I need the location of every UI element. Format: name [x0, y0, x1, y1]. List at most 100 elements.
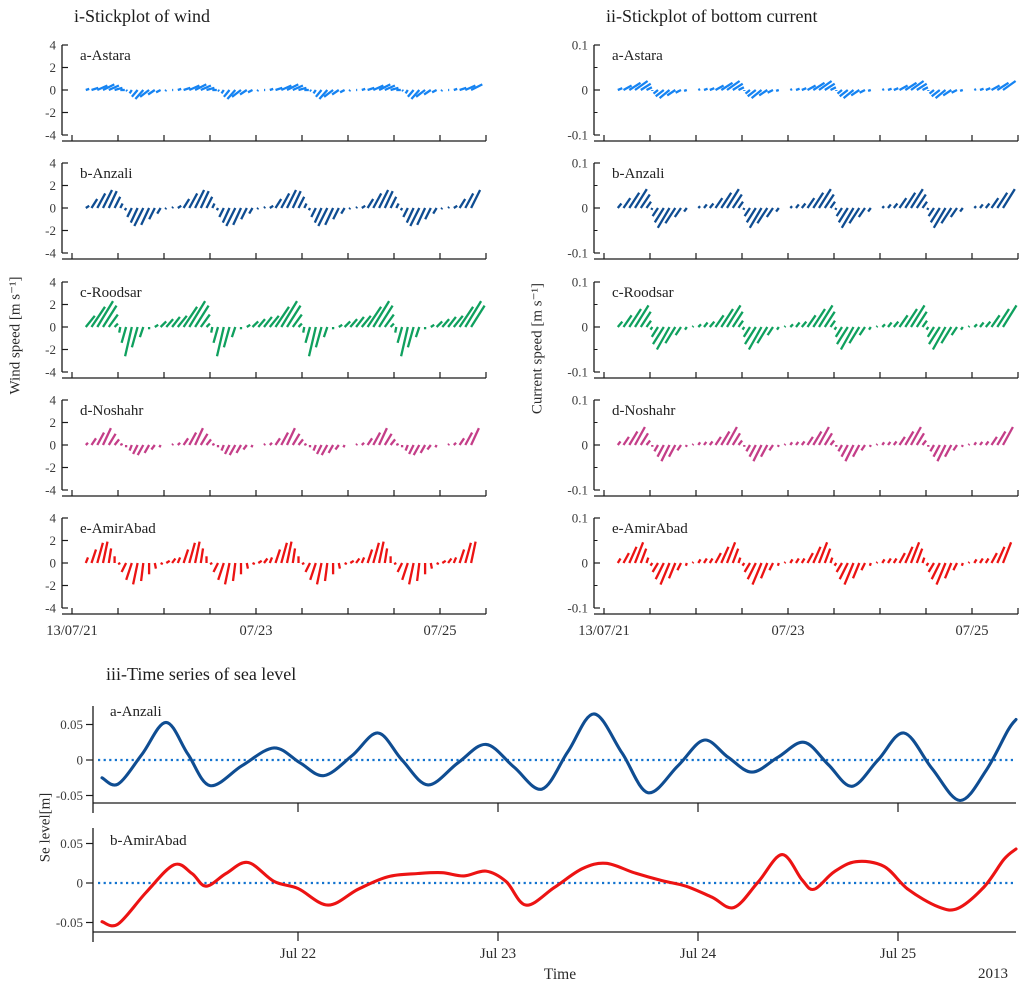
current-panel-label-d-noshahr: d-Noshahr	[612, 403, 675, 419]
current-sticks-a-astara	[617, 80, 1017, 99]
wind-sticks-b-anzali	[85, 189, 482, 227]
y-tick-label: 0.05	[60, 836, 83, 851]
wind-section: 4 2 0 -2 -4 a-Astara 4 2 0 -2 -4 b-Anzali 4 2 0 -2 -4 c-R…	[45, 38, 487, 639]
y-tick-label: -4	[45, 483, 56, 498]
y-tick-label: 0.05	[60, 717, 83, 732]
sealevel-section: 0.05 0 -0.05 a-Anzali 0.05 0 -0.05 b-AmirAbad Ju…	[56, 704, 1018, 962]
y-tick-label: -2	[45, 223, 56, 238]
y-tick-label: 0	[582, 320, 589, 335]
wind-panel-label-e-amirabad: e-AmirAbad	[80, 521, 156, 537]
y-tick-label: 0.1	[572, 156, 588, 171]
sealevel-curve-b-amirabad	[100, 847, 1018, 928]
current-panel-e-amirabad: 0.1 0 -0.1 e-AmirAbad	[567, 511, 1019, 616]
wind-panel-e-amirabad: 4 2 0 -2 -4 e-AmirAbad	[45, 511, 487, 616]
wind-panel-label-c-roodsar: c-Roodsar	[80, 285, 142, 301]
y-tick-label: 2	[50, 178, 57, 193]
y-tick-label: 2	[50, 297, 57, 312]
y-tick-label: 2	[50, 533, 57, 548]
sealevel-date-label: Jul 22	[280, 946, 316, 962]
y-tick-label: 0	[77, 753, 84, 768]
y-tick-label: 0	[77, 876, 84, 891]
y-tick-label: -0.05	[56, 788, 83, 803]
y-tick-label: 0	[50, 201, 57, 216]
y-tick-label: 2	[50, 415, 57, 430]
y-tick-label: -0.1	[567, 483, 588, 498]
current-panel-a-astara: 0.1 0 -0.1 a-Astara	[567, 38, 1019, 143]
y-tick-label: 4	[50, 156, 57, 171]
wind-panel-b-anzali: 4 2 0 -2 -4 b-Anzali	[45, 156, 487, 261]
wind-panel-label-d-noshahr: d-Noshahr	[80, 403, 143, 419]
y-tick-label: -2	[45, 460, 56, 475]
wind-panel-label-a-astara: a-Astara	[80, 48, 131, 64]
sealevel-panel-label-b-amirabad: b-AmirAbad	[110, 833, 187, 849]
wind-sticks-a-astara	[85, 83, 483, 100]
wind-sticks-c-roodsar	[84, 300, 486, 357]
current-date-label: 07/25	[955, 623, 988, 639]
wind-panel-c-roodsar: 4 2 0 -2 -4 c-Roodsar	[45, 275, 487, 380]
current-panel-label-e-amirabad: e-AmirAbad	[612, 521, 688, 537]
sealevel-section-title: iii-Time series of sea level	[106, 664, 297, 684]
y-tick-label: -2	[45, 105, 56, 120]
sealevel-panel-label-a-anzali: a-Anzali	[110, 704, 162, 720]
time-axis-label: Time	[543, 966, 577, 983]
y-tick-label: -0.1	[567, 246, 588, 261]
wind-y-axis-label: Wind speed [m s⁻¹]	[7, 276, 24, 395]
y-tick-label: 0	[582, 83, 589, 98]
current-panel-b-anzali: 0.1 0 -0.1 b-Anzali	[567, 156, 1019, 261]
y-tick-label: 0	[50, 438, 57, 453]
current-panel-c-roodsar: 0.1 0 -0.1 c-Roodsar	[567, 275, 1019, 380]
wind-sticks-d-noshahr	[84, 427, 480, 456]
current-panel-d-noshahr: 0.1 0 -0.1 d-Noshahr	[567, 393, 1019, 498]
current-section: 0.1 0 -0.1 a-Astara 0.1 0 -0.1 b-Anzali 0.1 0 -0.1…	[567, 38, 1019, 639]
current-panel-label-c-roodsar: c-Roodsar	[612, 285, 674, 301]
y-tick-label: 0	[582, 438, 589, 453]
current-panel-label-b-anzali: b-Anzali	[612, 166, 664, 182]
sealevel-date-label: Jul 24	[680, 946, 717, 962]
wind-panel-label-b-anzali: b-Anzali	[80, 166, 132, 182]
y-tick-label: -0.05	[56, 915, 83, 930]
current-section-title: ii-Stickplot of bottom current	[606, 6, 818, 26]
y-tick-label: 0	[582, 556, 589, 571]
wind-section-title: i-Stickplot of wind	[74, 6, 210, 26]
sealevel-date-label: Jul 23	[480, 946, 516, 962]
y-tick-label: 0	[50, 320, 57, 335]
sealevel-panel-a-anzali: 0.05 0 -0.05 a-Anzali	[56, 704, 1018, 813]
y-tick-label: 4	[50, 393, 57, 408]
y-tick-label: 4	[50, 275, 57, 290]
current-sticks-b-anzali	[616, 188, 1016, 229]
wind-sticks-e-amirabad	[84, 541, 477, 585]
y-tick-label: 0	[582, 201, 589, 216]
sealevel-curve-a-anzali	[100, 712, 1018, 803]
y-tick-label: 4	[50, 511, 57, 526]
y-tick-label: -4	[45, 246, 56, 261]
wind-date-label: 07/23	[239, 623, 272, 639]
current-y-axis-label: Current speed [m s⁻¹]	[529, 282, 546, 415]
y-tick-label: 0.1	[572, 275, 588, 290]
wind-panel-a-astara: 4 2 0 -2 -4 a-Astara	[45, 38, 487, 143]
wind-panel-d-noshahr: 4 2 0 -2 -4 d-Noshahr	[45, 393, 487, 498]
current-sticks-e-amirabad	[616, 541, 1013, 586]
y-tick-label: 0.1	[572, 38, 588, 53]
y-tick-label: -0.1	[567, 128, 588, 143]
y-tick-label: 0.1	[572, 511, 588, 526]
y-tick-label: -0.1	[567, 601, 588, 616]
y-tick-label: -0.1	[567, 365, 588, 380]
y-tick-label: -4	[45, 365, 56, 380]
current-date-label: 07/23	[771, 623, 804, 639]
y-tick-label: -2	[45, 342, 56, 357]
sealevel-panel-b-amirabad: 0.05 0 -0.05 b-AmirAbad	[56, 828, 1018, 942]
current-date-label: 13/07/21	[578, 623, 630, 639]
current-sticks-c-roodsar	[616, 304, 1018, 351]
wind-date-label: 07/25	[423, 623, 456, 639]
y-tick-label: 0	[50, 83, 57, 98]
y-tick-label: 0.1	[572, 393, 588, 408]
y-tick-label: 2	[50, 60, 57, 75]
wind-date-label: 13/07/21	[46, 623, 98, 639]
sealevel-y-axis-label: Se level[m]	[37, 792, 54, 863]
y-tick-label: -4	[45, 601, 56, 616]
current-panel-label-a-astara: a-Astara	[612, 48, 663, 64]
y-tick-label: 4	[50, 38, 57, 53]
y-tick-label: -4	[45, 128, 56, 143]
